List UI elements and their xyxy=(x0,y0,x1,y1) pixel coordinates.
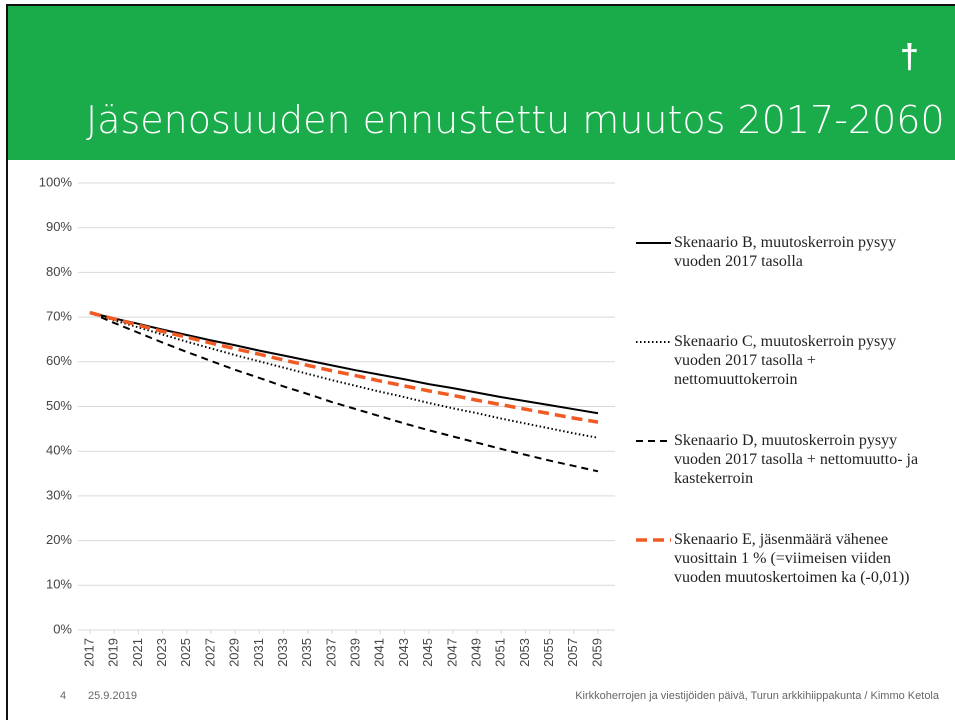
x-tick-label: 2037 xyxy=(323,638,338,667)
x-tick-label: 2033 xyxy=(275,638,290,667)
date: 25.9.2019 xyxy=(88,690,137,702)
x-tick-label: 2029 xyxy=(227,638,242,667)
x-tick-label: 2055 xyxy=(541,638,556,667)
y-tick-label: 80% xyxy=(46,264,72,279)
x-tick-label: 2025 xyxy=(178,638,193,667)
y-tick-label: 40% xyxy=(46,443,72,458)
x-tick-label: 2059 xyxy=(589,638,604,667)
x-tick-label: 2045 xyxy=(420,638,435,667)
y-tick-label: 30% xyxy=(46,487,72,502)
legend-entry: Skenaario C, muutoskerroin pysyy vuoden … xyxy=(674,333,897,388)
header xyxy=(8,6,955,160)
x-tick-label: 2039 xyxy=(348,638,363,667)
x-tick-label: 2035 xyxy=(299,638,314,667)
x-tick-label: 2023 xyxy=(154,638,169,667)
x-tick-label: 2057 xyxy=(565,638,580,667)
series-line xyxy=(89,311,599,439)
legend-entry: Skenaario D, muutoskerroin pysyy vuoden … xyxy=(674,432,919,487)
legend-entry: Skenaario E, jäsenmäärä vähenee vuositta… xyxy=(674,531,910,586)
y-tick-label: 60% xyxy=(46,353,72,368)
slide-title: Jäsenosuuden ennustettu muutos 2017-2060 xyxy=(86,98,945,142)
series-line xyxy=(89,311,599,415)
x-tick-label: 2049 xyxy=(468,638,483,667)
x-tick-label: 2047 xyxy=(444,638,459,667)
y-tick-label: 90% xyxy=(46,219,72,234)
cross-icon: † xyxy=(900,38,919,76)
frame xyxy=(6,4,955,720)
x-tick-label: 2053 xyxy=(517,638,532,667)
legend-entry: Skenaario B, muutoskerroin pysyy vuoden … xyxy=(674,234,897,270)
y-tick-label: 0% xyxy=(53,621,72,636)
series-line xyxy=(89,311,599,473)
x-tick-label: 2043 xyxy=(396,638,411,667)
x-tick-label: 2051 xyxy=(493,638,508,667)
y-tick-label: 20% xyxy=(46,532,72,547)
page-number: 4 xyxy=(60,690,67,702)
y-tick-label: 10% xyxy=(46,577,72,592)
x-tick-label: 2019 xyxy=(106,638,121,667)
footer-text: Kirkkoherrojen ja viestijöiden päivä, Tu… xyxy=(575,690,939,702)
x-tick-label: 2021 xyxy=(130,638,145,667)
y-tick-label: 50% xyxy=(46,398,72,413)
y-tick-label: 70% xyxy=(46,309,72,324)
x-tick-label: 2031 xyxy=(251,638,266,667)
x-tick-label: 2017 xyxy=(81,638,96,667)
x-tick-label: 2041 xyxy=(372,638,387,667)
x-tick-label: 2027 xyxy=(202,638,217,667)
y-tick-label: 100% xyxy=(39,174,73,189)
series-line xyxy=(89,310,599,424)
